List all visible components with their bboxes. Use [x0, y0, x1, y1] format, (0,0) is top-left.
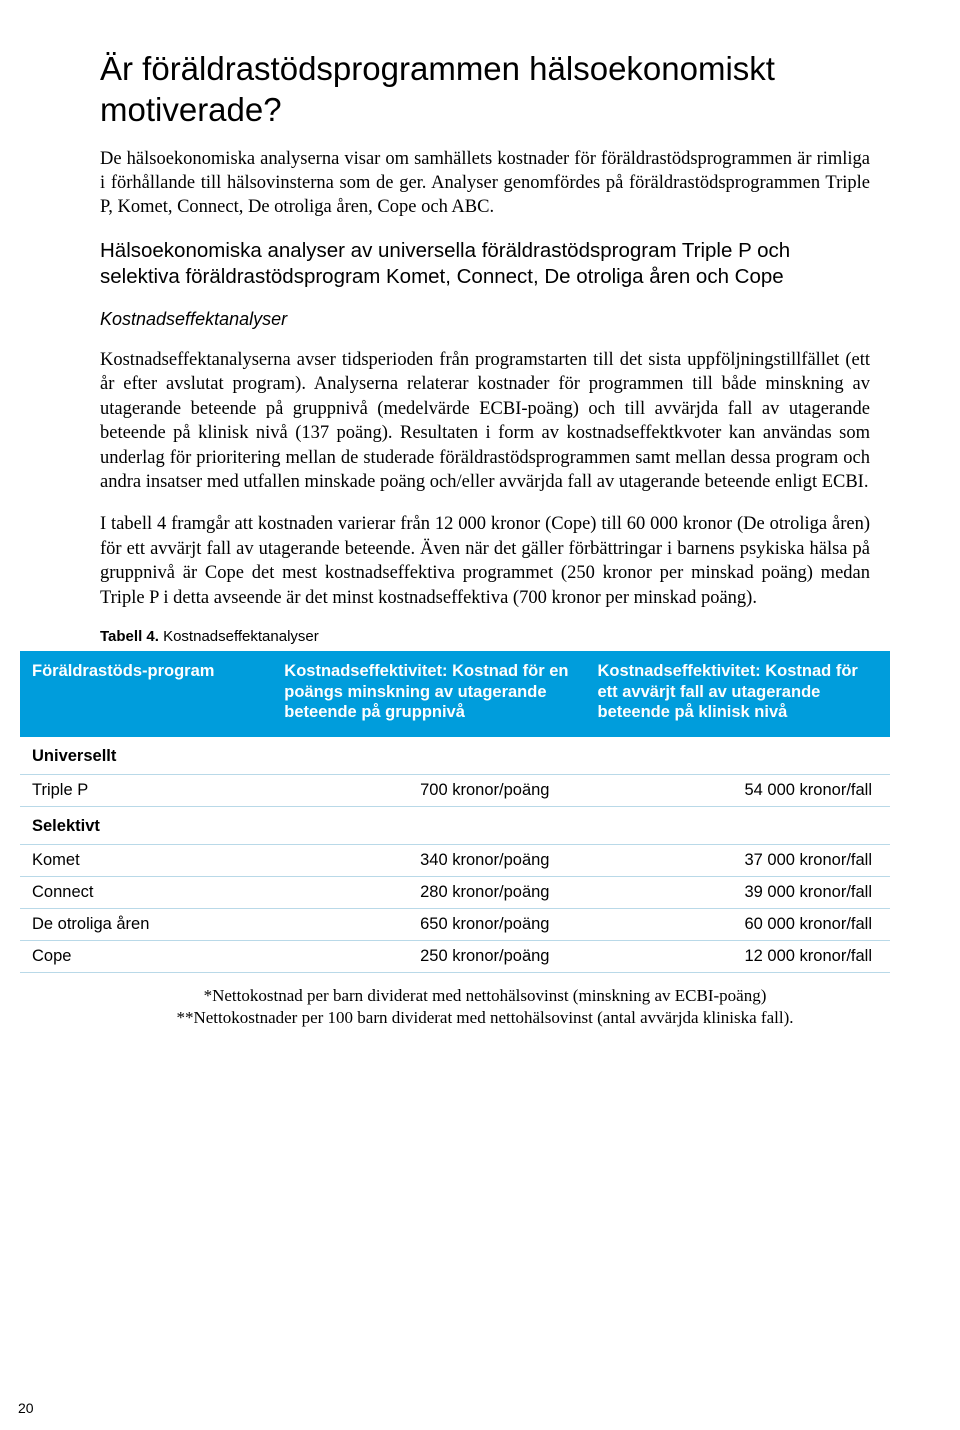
cost-effectiveness-table: Föräldrastöds-program Kostnadseffektivit…: [20, 651, 890, 973]
section-subheading: Hälsoekonomiska analyser av universella …: [100, 238, 870, 291]
cell-clinical-value: 60 000 kronor/fall: [585, 908, 890, 940]
cell-program-name: De otroliga åren: [20, 908, 272, 940]
table-section-universal: Universellt: [20, 737, 890, 775]
cell-group-value: 700 kronor/poäng: [272, 774, 585, 806]
body-paragraph-1: Kostnadseffektanalyserna avser tidsperio…: [100, 348, 870, 494]
cell-program-name: Cope: [20, 940, 272, 972]
cell-group-value: 650 kronor/poäng: [272, 908, 585, 940]
table-caption-number: Tabell 4.: [100, 628, 159, 645]
cell-group-value: 250 kronor/poäng: [272, 940, 585, 972]
table-caption-text: Kostnadseffektanalyser: [159, 628, 319, 645]
col-header-program: Föräldrastöds-program: [20, 651, 272, 737]
footnote-1: *Nettokostnad per barn dividerat med net…: [100, 985, 870, 1007]
cell-clinical-value: 39 000 kronor/fall: [585, 876, 890, 908]
cell-program-name: Connect: [20, 876, 272, 908]
section-label: Universellt: [20, 737, 890, 775]
cell-clinical-value: 54 000 kronor/fall: [585, 774, 890, 806]
table-row: Triple P 700 kronor/poäng 54 000 kronor/…: [20, 774, 890, 806]
table-footnotes: *Nettokostnad per barn dividerat med net…: [100, 985, 870, 1029]
cell-group-value: 340 kronor/poäng: [272, 844, 585, 876]
table-row: De otroliga åren 650 kronor/poäng 60 000…: [20, 908, 890, 940]
page-title: Är föräldrastödsprogrammen hälsoekonomis…: [100, 48, 870, 131]
cell-clinical-value: 12 000 kronor/fall: [585, 940, 890, 972]
section-label: Selektivt: [20, 806, 890, 844]
table-row: Cope 250 kronor/poäng 12 000 kronor/fall: [20, 940, 890, 972]
col-header-group-level: Kostnadseffektivitet: Kostnad för en poä…: [272, 651, 585, 737]
cell-program-name: Triple P: [20, 774, 272, 806]
cell-program-name: Komet: [20, 844, 272, 876]
table-header-row: Föräldrastöds-program Kostnadseffektivit…: [20, 651, 890, 737]
table-row: Connect 280 kronor/poäng 39 000 kronor/f…: [20, 876, 890, 908]
table-row: Komet 340 kronor/poäng 37 000 kronor/fal…: [20, 844, 890, 876]
table-caption: Tabell 4. Kostnadseffektanalyser: [100, 628, 870, 645]
intro-paragraph: De hälsoekonomiska analyserna visar om s…: [100, 147, 870, 220]
col-header-clinical-level: Kostnadseffektivitet: Kostnad för ett av…: [585, 651, 890, 737]
cell-clinical-value: 37 000 kronor/fall: [585, 844, 890, 876]
table-wrapper: Föräldrastöds-program Kostnadseffektivit…: [20, 651, 890, 973]
table-section-selective: Selektivt: [20, 806, 890, 844]
cell-group-value: 280 kronor/poäng: [272, 876, 585, 908]
body-paragraph-2: I tabell 4 framgår att kostnaden variera…: [100, 512, 870, 610]
page-number: 20: [18, 1400, 34, 1416]
footnote-2: **Nettokostnader per 100 barn dividerat …: [100, 1007, 870, 1029]
analysis-type-heading: Kostnadseffektanalyser: [100, 309, 870, 330]
